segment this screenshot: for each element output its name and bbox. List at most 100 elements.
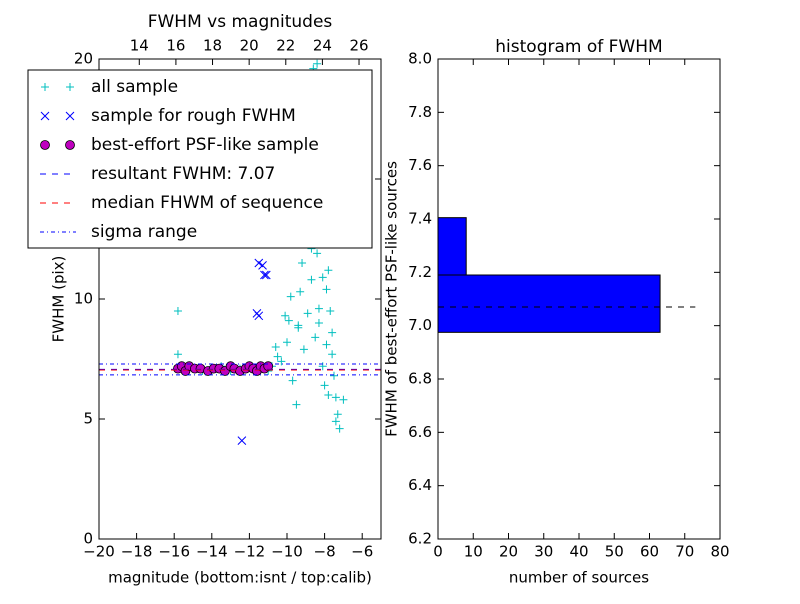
x-tick-label: 30: [534, 543, 553, 561]
legend-marker: [41, 83, 49, 91]
point: [331, 417, 340, 426]
point: [296, 287, 305, 296]
x-tick-label: −8: [314, 543, 336, 561]
y-tick-label: 7.0: [408, 316, 432, 334]
legend-label: median FHWM of sequence: [91, 193, 323, 213]
point: [314, 304, 323, 313]
point: [322, 285, 331, 294]
point: [281, 311, 290, 320]
x2-tick-label: 22: [276, 37, 295, 55]
point: [318, 273, 327, 282]
x-tick-label: 80: [710, 543, 729, 561]
x-tick-label: −20: [83, 543, 115, 561]
legend-marker: [40, 111, 50, 121]
point: [303, 309, 312, 318]
y-tick-label: 0: [83, 530, 93, 548]
point: [288, 376, 297, 385]
point: [324, 391, 333, 399]
x2-tick-label: 16: [166, 37, 185, 55]
y-tick-label: 7.6: [408, 156, 432, 174]
point: [333, 410, 342, 419]
point: [261, 270, 271, 280]
point: [313, 59, 322, 68]
point: [260, 270, 269, 280]
point: [273, 352, 282, 361]
point: [292, 400, 301, 409]
point: [254, 311, 264, 321]
legend-marker: [66, 83, 74, 91]
point: [173, 307, 182, 315]
point: [314, 319, 323, 327]
y-axis-label: FWHM (pix): [50, 256, 68, 343]
plot-frame: [98, 58, 382, 540]
x-tick-label: −16: [158, 543, 190, 561]
legend-marker: [65, 111, 75, 121]
x-tick-label: 70: [675, 543, 694, 561]
point: [313, 249, 322, 258]
legend-label: sigma range: [91, 222, 197, 242]
x-tick-label: 50: [605, 543, 624, 561]
point: [173, 350, 182, 359]
x-axis-label: magnitude (bottom:isnt / top:calib): [108, 569, 372, 587]
x2-tick-label: 24: [313, 37, 332, 55]
point: [330, 371, 338, 380]
legend-label: sample for rough FWHM: [91, 106, 296, 126]
point: [254, 258, 264, 268]
point: [311, 333, 320, 342]
point: [326, 307, 335, 315]
point: [298, 259, 307, 267]
y-tick-label: 8.0: [408, 50, 432, 68]
x-tick-label: 60: [640, 543, 659, 561]
y-tick-label: 6.8: [408, 370, 432, 388]
x2-tick-label: 14: [130, 37, 149, 55]
x-tick-label: 0: [433, 543, 443, 561]
point: [331, 393, 340, 402]
histogram-bar: [437, 274, 661, 333]
point: [328, 350, 337, 359]
x-tick-label: 40: [569, 543, 588, 561]
chart-title: FWHM vs magnitudes: [148, 12, 333, 32]
y-tick-label: 6.2: [408, 530, 432, 548]
point: [258, 261, 267, 270]
point: [320, 381, 329, 390]
point: [277, 357, 286, 366]
point: [299, 345, 308, 354]
point: [322, 340, 331, 349]
point: [271, 343, 280, 351]
histogram-bar: [437, 217, 467, 276]
y-tick-label: 7.4: [408, 210, 432, 228]
y-tick-label: 6.6: [408, 423, 432, 441]
x-tick-label: −10: [271, 543, 303, 561]
x-tick-label: −12: [234, 543, 266, 561]
y-tick-label: 7.2: [408, 263, 432, 281]
x2-tick-label: 18: [203, 37, 222, 55]
legend-label: resultant FWHM: 7.07: [91, 164, 275, 184]
legend-marker: [65, 140, 75, 150]
y-tick-label: 20: [74, 50, 93, 68]
x-tick-label: −6: [351, 543, 373, 561]
point: [318, 362, 327, 371]
legend-marker: [40, 140, 50, 150]
y-axis-label: FWHM of best-effort PSF-like sources: [383, 161, 401, 437]
point: [284, 316, 293, 325]
x2-tick-label: 20: [240, 37, 259, 55]
x-axis-label: number of sources: [509, 569, 649, 587]
x-tick-label: −14: [196, 543, 228, 561]
plot-frame: [437, 58, 721, 540]
point: [307, 275, 316, 284]
right-panel: 0 10 20 30 40 50 60 70 80 6.2 6.4 6.6 6.8 7.0 7.2 7.4 7.…: [383, 37, 730, 587]
point: [335, 424, 344, 433]
y-tick-label: 10: [74, 290, 93, 308]
point: [237, 436, 247, 445]
left-panel: −20−18−16−14−12−10−8−6051015201416182022…: [27, 12, 382, 587]
legend-box: [27, 69, 373, 249]
x-tick-label: 10: [464, 543, 483, 561]
point: [283, 338, 291, 347]
point: [286, 292, 295, 301]
y-tick-label: 6.4: [408, 476, 432, 494]
point: [324, 266, 333, 275]
chart-title: histogram of FWHM: [495, 37, 662, 57]
x-tick-label: 20: [499, 543, 518, 561]
